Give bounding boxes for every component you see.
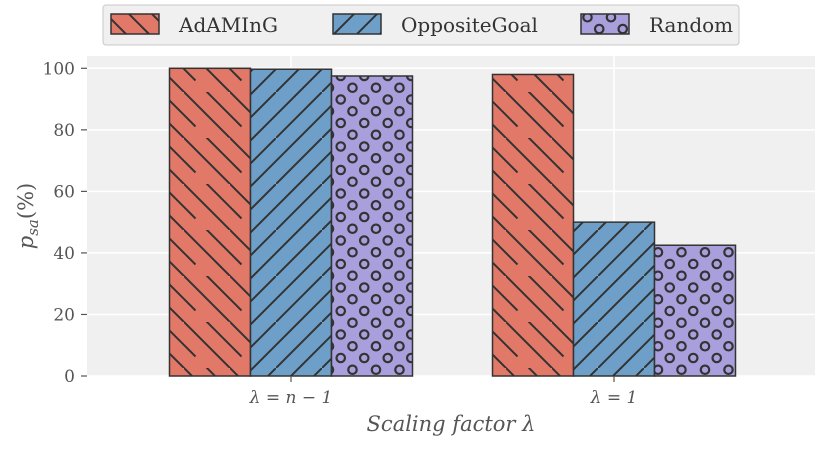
legend-swatch-hatch: [332, 13, 382, 35]
legend: AdAMInG OppositeGoal Random: [102, 4, 740, 46]
legend-item-adaming: AdAMInG: [110, 13, 278, 37]
y-tick-label: 60: [53, 182, 75, 202]
bar-hatch: [168, 67, 252, 377]
legend-item-random: Random: [580, 13, 733, 37]
bar-oppositegoal-1: [249, 68, 333, 377]
bars: [168, 67, 737, 377]
bar-hatch: [330, 75, 414, 377]
svg-text:psa(%): psa(%): [14, 183, 42, 249]
legend-swatch-hatch: [580, 13, 630, 35]
legend-label: Random: [649, 13, 733, 37]
y-tick-label: 0: [64, 367, 75, 387]
y-axis-label-main: p: [14, 236, 38, 249]
y-tick-label: 40: [53, 244, 75, 264]
x-tick-label: λ = n − 1: [249, 388, 333, 408]
bar-adaming-2: [491, 73, 575, 377]
legend-box: [102, 4, 740, 46]
bar-hatch: [249, 68, 333, 377]
x-tick-label: λ = 1: [590, 388, 638, 408]
y-tick-label: 100: [43, 59, 75, 79]
bar-random-1: [330, 75, 414, 377]
y-axis-ticks: 0 20 40 60 80 100: [43, 59, 87, 387]
legend-label: AdAMInG: [178, 13, 278, 37]
y-axis-label: psa(%): [14, 183, 42, 249]
y-axis-label-sub: sa: [24, 219, 42, 236]
bar-random-2: [653, 244, 737, 377]
bar-hatch: [653, 244, 737, 377]
legend-swatch-hatch: [110, 13, 160, 35]
bar-oppositegoal-2: [572, 221, 656, 377]
y-tick-label: 20: [53, 305, 75, 325]
bar-adaming-1: [168, 67, 252, 377]
bar-hatch: [491, 73, 575, 377]
legend-item-oppositegoal: OppositeGoal: [332, 13, 538, 37]
y-tick-label: 80: [53, 121, 75, 141]
y-axis-label-suffix: (%): [14, 183, 38, 219]
x-axis-label: Scaling factor λ: [367, 412, 536, 436]
x-axis-ticks: λ = n − 1 λ = 1: [249, 376, 638, 408]
legend-label: OppositeGoal: [401, 13, 538, 37]
bar-hatch: [572, 221, 656, 377]
